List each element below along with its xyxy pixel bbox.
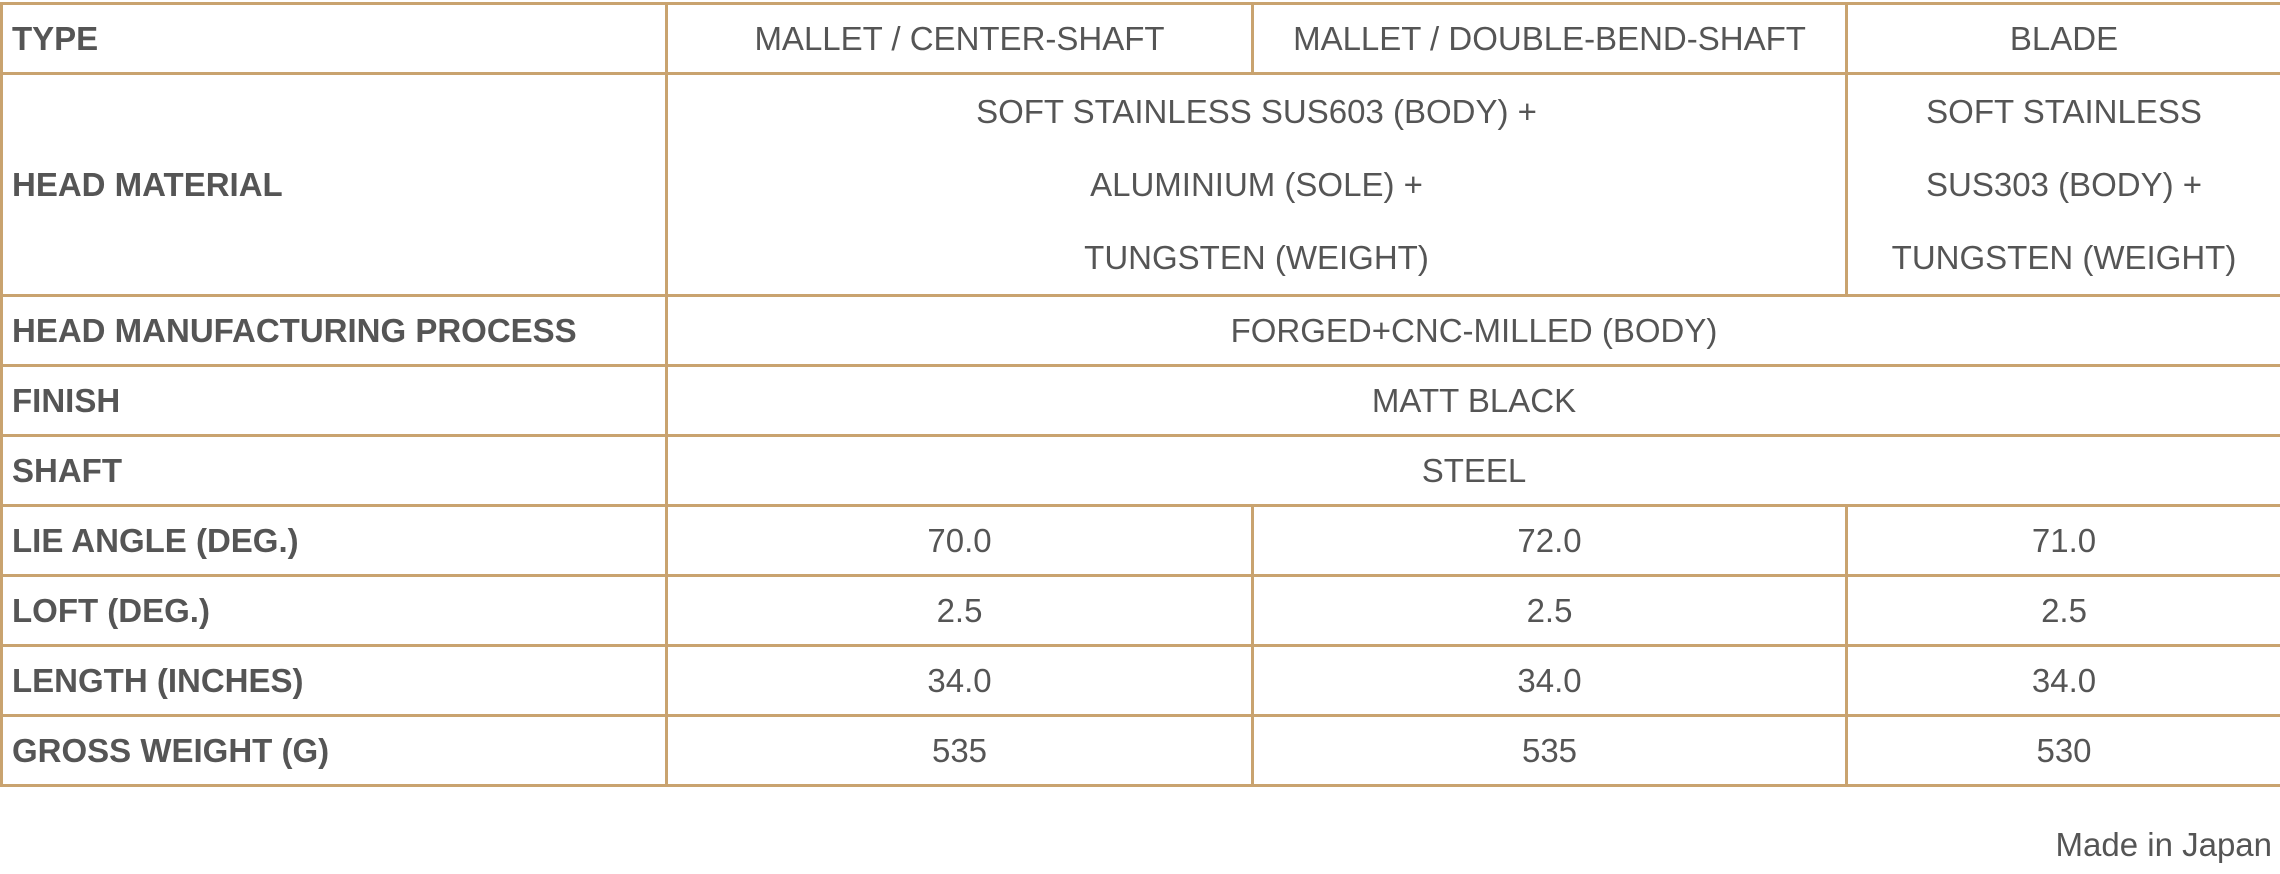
row-label: LENGTH (INCHES) xyxy=(2,646,667,716)
cell: MALLET / CENTER-SHAFT xyxy=(667,4,1253,74)
row: SHAFT STEEL xyxy=(2,436,2280,506)
cell: 34.0 xyxy=(1253,646,1847,716)
cell: MATT BLACK xyxy=(667,366,2280,436)
cell-line: SUS303 (BODY) + xyxy=(1848,148,2280,221)
row: HEAD MANUFACTURING PROCESS FORGED+CNC-MI… xyxy=(2,296,2280,366)
row-label: SHAFT xyxy=(2,436,667,506)
row-label: TYPE xyxy=(2,4,667,74)
row: FINISH MATT BLACK xyxy=(2,366,2280,436)
row-label: LIE ANGLE (DEG.) xyxy=(2,506,667,576)
cell: 72.0 xyxy=(1253,506,1847,576)
cell-line: TUNGSTEN (WEIGHT) xyxy=(1848,221,2280,294)
spec-table: TYPE MALLET / CENTER-SHAFT MALLET / DOUB… xyxy=(0,2,2280,787)
cell: 34.0 xyxy=(1847,646,2280,716)
cell: SOFT STAINLESS SUS303 (BODY) + TUNGSTEN … xyxy=(1847,74,2280,296)
row: LOFT (DEG.) 2.5 2.5 2.5 xyxy=(2,576,2280,646)
cell: 71.0 xyxy=(1847,506,2280,576)
cell: STEEL xyxy=(667,436,2280,506)
cell: 535 xyxy=(667,716,1253,786)
cell-line: SOFT STAINLESS SUS603 (BODY) + xyxy=(668,75,1845,148)
cell: 34.0 xyxy=(667,646,1253,716)
footnote: Made in Japan xyxy=(2056,826,2272,864)
cell: 535 xyxy=(1253,716,1847,786)
cell-line: SOFT STAINLESS xyxy=(1848,75,2280,148)
cell: BLADE xyxy=(1847,4,2280,74)
cell: FORGED+CNC-MILLED (BODY) xyxy=(667,296,2280,366)
row: TYPE MALLET / CENTER-SHAFT MALLET / DOUB… xyxy=(2,4,2280,74)
row: GROSS WEIGHT (G) 535 535 530 xyxy=(2,716,2280,786)
cell: 2.5 xyxy=(1847,576,2280,646)
row: LENGTH (INCHES) 34.0 34.0 34.0 xyxy=(2,646,2280,716)
cell: SOFT STAINLESS SUS603 (BODY) + ALUMINIUM… xyxy=(667,74,1847,296)
cell-line: TUNGSTEN (WEIGHT) xyxy=(668,221,1845,294)
row: HEAD MATERIAL SOFT STAINLESS SUS603 (BOD… xyxy=(2,74,2280,296)
cell-line: ALUMINIUM (SOLE) + xyxy=(668,148,1845,221)
cell: 530 xyxy=(1847,716,2280,786)
cell: 2.5 xyxy=(1253,576,1847,646)
cell: 70.0 xyxy=(667,506,1253,576)
row-label: LOFT (DEG.) xyxy=(2,576,667,646)
cell: 2.5 xyxy=(667,576,1253,646)
row-label: FINISH xyxy=(2,366,667,436)
row-label: GROSS WEIGHT (G) xyxy=(2,716,667,786)
row: LIE ANGLE (DEG.) 70.0 72.0 71.0 xyxy=(2,506,2280,576)
row-label: HEAD MANUFACTURING PROCESS xyxy=(2,296,667,366)
row-label: HEAD MATERIAL xyxy=(2,74,667,296)
cell: MALLET / DOUBLE-BEND-SHAFT xyxy=(1253,4,1847,74)
